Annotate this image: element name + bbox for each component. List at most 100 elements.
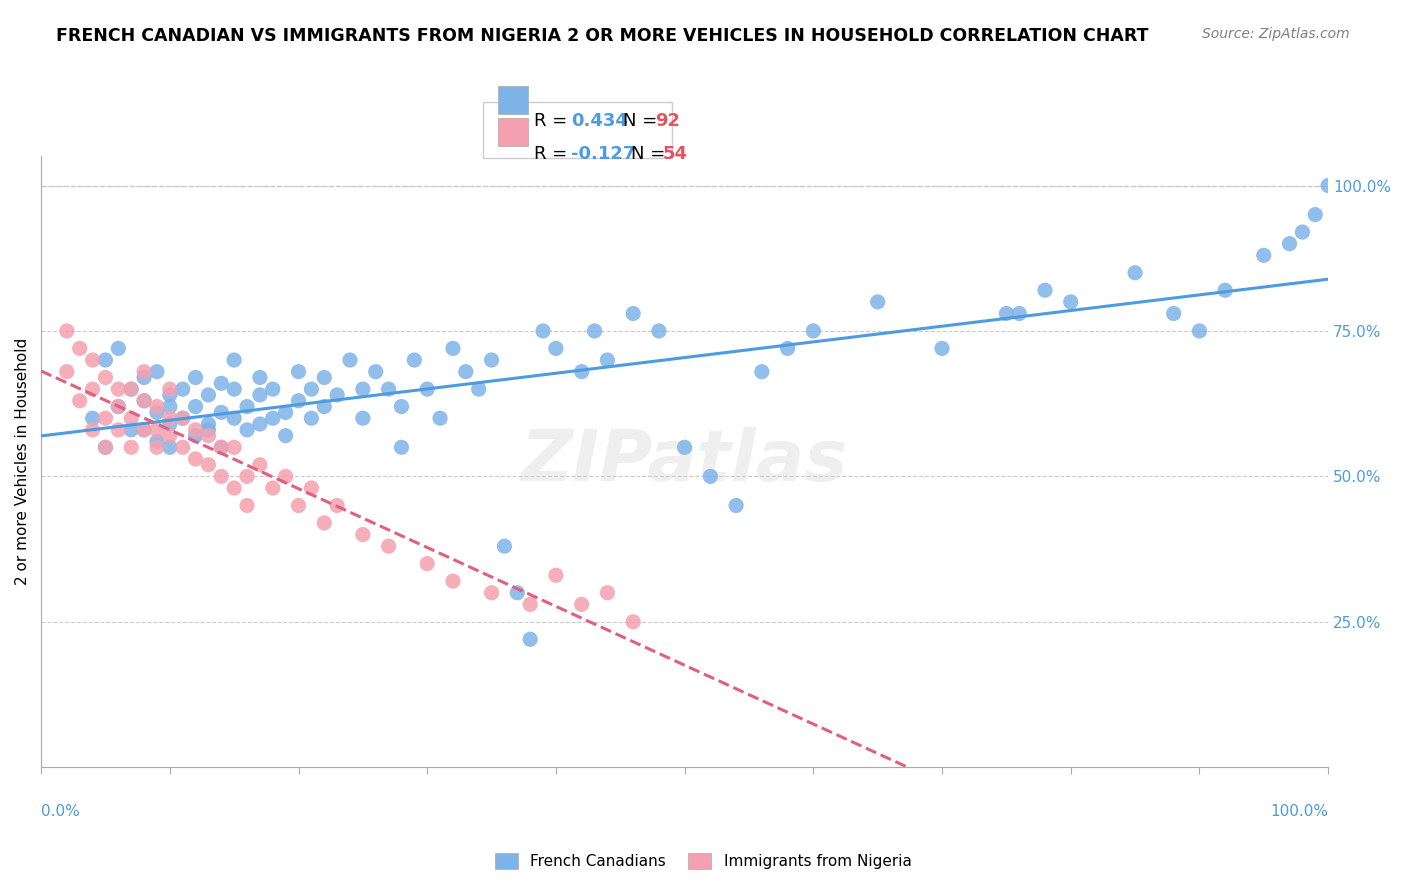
Text: -0.127: -0.127 xyxy=(571,145,636,163)
Point xyxy=(314,516,336,530)
Point xyxy=(314,400,336,414)
Point xyxy=(172,411,194,425)
Point xyxy=(262,481,284,495)
Point xyxy=(866,294,889,309)
Point xyxy=(159,428,181,442)
Point xyxy=(1291,225,1313,239)
Point xyxy=(274,428,297,442)
Point xyxy=(326,499,349,513)
Point xyxy=(391,440,413,454)
Point xyxy=(287,365,309,379)
Point xyxy=(236,469,259,483)
Point xyxy=(146,440,169,454)
Point xyxy=(1213,283,1236,297)
Point xyxy=(544,568,567,582)
Point xyxy=(249,458,271,472)
Text: R =: R = xyxy=(534,145,574,163)
Point xyxy=(352,382,374,396)
Point xyxy=(1033,283,1056,297)
Point xyxy=(69,393,91,408)
Point xyxy=(82,382,104,396)
Text: FRENCH CANADIAN VS IMMIGRANTS FROM NIGERIA 2 OR MORE VEHICLES IN HOUSEHOLD CORRE: FRENCH CANADIAN VS IMMIGRANTS FROM NIGER… xyxy=(56,27,1149,45)
Point xyxy=(1303,208,1326,222)
Point xyxy=(197,428,219,442)
Point xyxy=(481,586,503,600)
Point xyxy=(931,342,953,356)
Point xyxy=(82,411,104,425)
Point xyxy=(571,598,593,612)
Text: 54: 54 xyxy=(662,145,688,163)
Point xyxy=(494,539,516,553)
FancyBboxPatch shape xyxy=(498,118,527,146)
Point xyxy=(120,382,142,396)
Point xyxy=(621,306,644,320)
Point xyxy=(107,400,129,414)
Point xyxy=(262,382,284,396)
Point xyxy=(172,382,194,396)
Point xyxy=(274,405,297,419)
Point xyxy=(132,393,155,408)
Point xyxy=(224,440,246,454)
Text: 100.0%: 100.0% xyxy=(1270,804,1329,819)
Point xyxy=(314,370,336,384)
Point xyxy=(159,417,181,431)
FancyBboxPatch shape xyxy=(498,87,527,114)
Point xyxy=(209,440,232,454)
Text: 0.434: 0.434 xyxy=(571,112,628,130)
Point xyxy=(120,440,142,454)
Point xyxy=(209,469,232,483)
Point xyxy=(197,388,219,402)
Point xyxy=(159,411,181,425)
Point xyxy=(197,423,219,437)
Point xyxy=(377,382,399,396)
Point xyxy=(299,382,322,396)
Text: 0.0%: 0.0% xyxy=(41,804,80,819)
Point xyxy=(1317,178,1340,193)
Point xyxy=(146,434,169,449)
Point xyxy=(1163,306,1185,320)
Point xyxy=(249,417,271,431)
Point xyxy=(1008,306,1031,320)
Point xyxy=(299,411,322,425)
Point xyxy=(1278,236,1301,251)
Point xyxy=(751,365,773,379)
Point xyxy=(364,365,387,379)
Point xyxy=(352,411,374,425)
Point xyxy=(506,586,529,600)
Point xyxy=(416,557,439,571)
Point xyxy=(132,423,155,437)
Point xyxy=(120,411,142,425)
Point xyxy=(159,440,181,454)
Point xyxy=(287,499,309,513)
Point xyxy=(172,440,194,454)
Point xyxy=(571,365,593,379)
Point xyxy=(454,365,477,379)
Point xyxy=(184,370,207,384)
Text: N =: N = xyxy=(630,145,671,163)
Point xyxy=(299,481,322,495)
Text: Source: ZipAtlas.com: Source: ZipAtlas.com xyxy=(1202,27,1350,41)
Point xyxy=(132,365,155,379)
Point xyxy=(621,615,644,629)
Point xyxy=(531,324,554,338)
Point xyxy=(146,400,169,414)
Point xyxy=(94,411,117,425)
Text: R =        N =    
      R =         N =: R = N = R = N = xyxy=(492,111,662,150)
Point xyxy=(673,440,696,454)
Point xyxy=(120,423,142,437)
Point xyxy=(209,376,232,391)
Point xyxy=(236,423,259,437)
Point xyxy=(120,382,142,396)
Point xyxy=(197,417,219,431)
Point xyxy=(596,586,619,600)
Point xyxy=(107,423,129,437)
Point xyxy=(377,539,399,553)
Point xyxy=(429,411,451,425)
Point xyxy=(107,400,129,414)
Point xyxy=(352,527,374,541)
Point xyxy=(209,440,232,454)
Point xyxy=(441,342,464,356)
Point xyxy=(94,440,117,454)
Point xyxy=(519,632,541,647)
Point xyxy=(146,405,169,419)
